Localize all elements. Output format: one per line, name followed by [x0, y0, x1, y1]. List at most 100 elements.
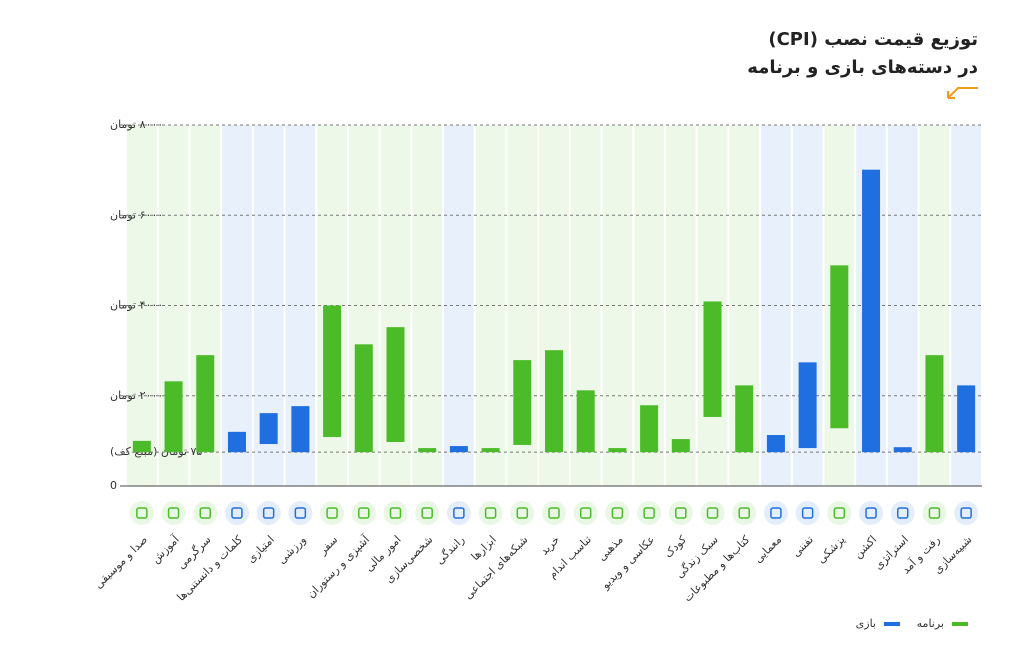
range-bar — [481, 448, 500, 453]
category-icon-glyph — [643, 507, 655, 519]
category-icon — [890, 501, 915, 525]
category-icon — [859, 501, 884, 525]
category-icon-glyph — [516, 507, 529, 519]
range-bar — [957, 385, 976, 453]
y-tick-label: ۴۰۰۰ تومان — [110, 299, 163, 312]
range-bar — [513, 360, 532, 445]
category-icon-glyph — [865, 507, 877, 519]
range-bar — [386, 327, 405, 443]
category-icon-glyph — [960, 507, 972, 519]
category-icon — [351, 501, 376, 525]
decor-arrow — [947, 87, 978, 99]
range-bar — [164, 381, 183, 453]
category-icon-glyph — [579, 507, 592, 519]
y-tick-label: ۶۰۰۰ تومان — [110, 208, 163, 221]
x-tick-label: تفننی — [789, 533, 815, 559]
category-icon — [763, 501, 788, 525]
range-bar — [608, 448, 627, 453]
range-bar — [893, 447, 912, 453]
category-icon — [161, 501, 186, 525]
category-icon — [193, 501, 218, 525]
category-icon-glyph — [199, 507, 212, 519]
category-icon-glyph — [294, 507, 307, 519]
range-bar — [798, 362, 817, 449]
category-icon-glyph — [389, 507, 402, 519]
y-tick-label: ۸۰۰۰ تومان — [110, 118, 163, 131]
x-tick-label: اکشن — [851, 533, 879, 561]
range-bar — [735, 385, 754, 453]
category-icon — [732, 501, 757, 525]
category-icon — [288, 501, 313, 525]
y-tick-label: ۲۰۰۰ تومان — [110, 389, 163, 402]
range-bar — [862, 169, 881, 453]
category-icon-glyph — [231, 507, 243, 519]
category-icon-glyph — [484, 507, 497, 519]
category-icon-glyph — [136, 507, 148, 519]
legend-label: برنامه — [917, 617, 944, 630]
x-tick-label: رانندگی — [433, 533, 467, 567]
legend-swatch — [952, 622, 968, 626]
category-icon-glyph — [770, 507, 782, 519]
range-bar — [418, 448, 437, 453]
chart-subtitle: در دسته‌های بازی و برنامه — [747, 57, 978, 78]
category-icon — [129, 501, 154, 525]
range-bar — [449, 446, 468, 453]
category-icon-glyph — [358, 507, 370, 519]
category-icon — [922, 501, 947, 525]
x-tick-label: ورزشی — [275, 533, 308, 566]
range-bar — [640, 405, 659, 453]
category-icon-glyph — [833, 507, 846, 519]
x-tick-label: کودک — [662, 533, 690, 561]
category-icon — [256, 501, 281, 525]
x-tick-label: خرید — [538, 533, 563, 558]
category-icon-glyph — [611, 507, 624, 519]
range-bar — [925, 355, 944, 453]
category-icon — [700, 501, 725, 525]
category-icon — [605, 501, 630, 525]
legend-label: بازی — [856, 617, 876, 630]
category-icon — [510, 501, 535, 525]
range-bar — [196, 355, 215, 453]
category-icon — [637, 501, 662, 525]
category-icon — [383, 501, 408, 525]
x-tick-label: پزشکی — [815, 533, 848, 566]
category-icon — [542, 501, 566, 525]
range-bar — [830, 265, 849, 429]
category-icon-glyph — [326, 507, 338, 519]
x-tick-label: معمایی — [752, 533, 785, 566]
range-bar — [323, 305, 342, 438]
category-icon-glyph — [801, 507, 814, 519]
category-icon — [795, 501, 820, 525]
range-bar — [766, 435, 785, 453]
category-icon — [668, 501, 693, 525]
x-tick-label: صدا و موسیقی — [92, 533, 150, 591]
category-icon — [573, 501, 598, 525]
category-icon — [954, 501, 979, 525]
range-bar — [227, 431, 246, 453]
range-bar — [259, 413, 278, 445]
category-icon-glyph — [738, 507, 750, 519]
category-icon-glyph — [262, 507, 275, 519]
range-bar — [354, 344, 373, 453]
category-icon-glyph — [896, 507, 909, 519]
y-tick-label: 0 — [110, 479, 117, 492]
chart-title: توزیع قیمت نصب (CPI) — [768, 29, 978, 50]
category-icon-glyph — [453, 507, 465, 519]
category-icon-glyph — [548, 507, 560, 519]
range-bar — [671, 439, 690, 453]
category-icon-glyph — [421, 507, 433, 519]
category-icon — [446, 501, 471, 525]
category-icon — [320, 501, 345, 525]
category-icon-glyph — [928, 507, 941, 519]
category-icon — [827, 501, 852, 525]
range-bar — [545, 350, 563, 453]
category-icon — [224, 501, 249, 525]
range-bar — [291, 406, 310, 453]
category-icon-glyph — [167, 507, 180, 519]
range-bar — [132, 440, 151, 453]
range-bar — [576, 390, 595, 453]
category-icon-glyph — [706, 507, 719, 519]
range-bar — [703, 301, 722, 417]
x-tick-label: سفر — [316, 533, 341, 558]
